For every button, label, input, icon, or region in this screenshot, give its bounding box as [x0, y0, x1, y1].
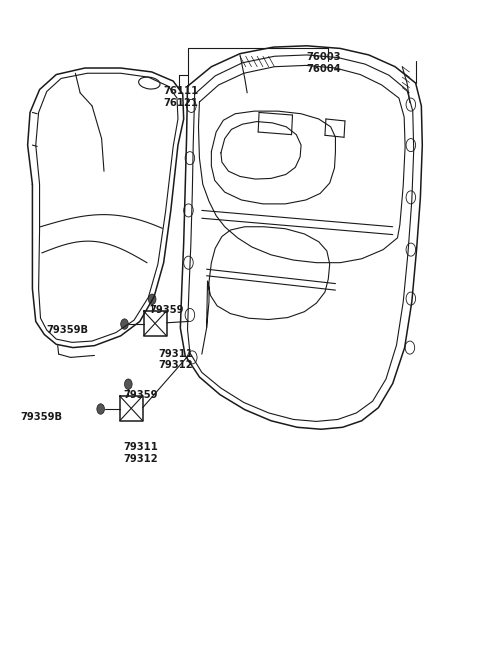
Text: 79359B: 79359B	[47, 325, 89, 335]
Circle shape	[124, 379, 132, 390]
Text: 79359B: 79359B	[21, 411, 62, 422]
Circle shape	[148, 294, 156, 304]
Circle shape	[120, 319, 128, 329]
Text: 79311
79312: 79311 79312	[159, 349, 194, 370]
Text: 76111
76121: 76111 76121	[164, 87, 199, 108]
Text: 79359: 79359	[123, 390, 157, 400]
Text: 79359: 79359	[149, 305, 184, 315]
Text: 79311
79312: 79311 79312	[123, 442, 158, 464]
Text: 76003
76004: 76003 76004	[307, 52, 342, 73]
Circle shape	[97, 404, 105, 414]
